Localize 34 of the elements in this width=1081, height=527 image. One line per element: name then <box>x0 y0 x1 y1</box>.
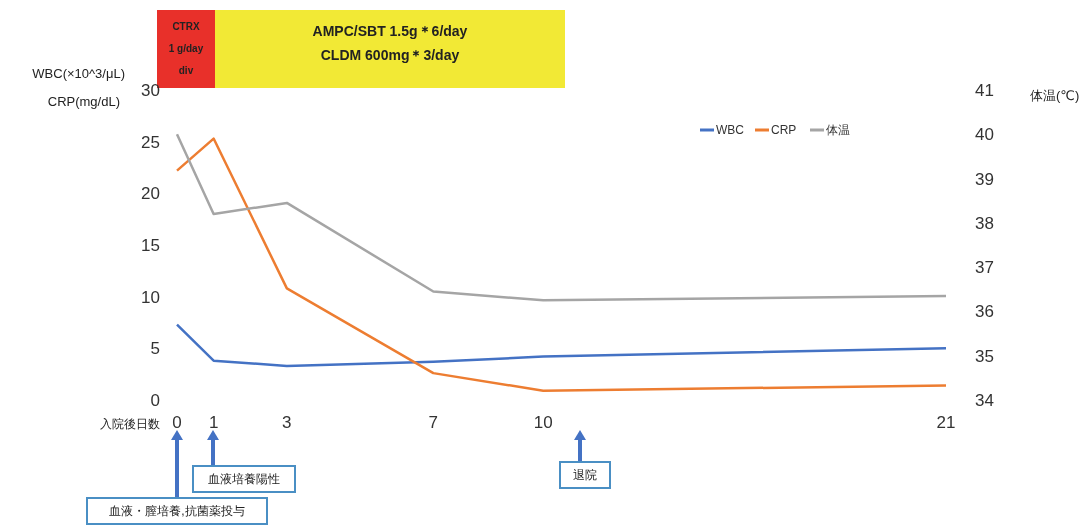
y-tick-label: 20 <box>141 184 160 204</box>
y2-tick-label: 38 <box>975 213 994 233</box>
legend-label: WBC <box>716 123 745 138</box>
line-series <box>175 323 948 368</box>
y-tick-label: 5 <box>150 339 160 359</box>
y2-tick-label: 39 <box>975 169 994 189</box>
y-tick-label: 25 <box>141 132 160 152</box>
y2-tick-label: 36 <box>975 302 994 322</box>
y2-tick-label: 37 <box>975 258 994 278</box>
x-tick-label: 7 <box>428 413 439 432</box>
x-tick-label: 21 <box>936 413 956 432</box>
text: CTRX 1 g/day div <box>168 21 204 76</box>
x-tick-label: 1 <box>208 413 219 432</box>
legend-label: CRP <box>771 123 797 138</box>
y2-axis-title: 体温(℃) <box>1030 88 1080 103</box>
legend-label: 体温 <box>826 123 850 138</box>
y2-tick-label: 40 <box>975 125 994 145</box>
x-tick-label: 10 <box>533 413 553 432</box>
y-tick-label: 15 <box>141 235 160 255</box>
x-tick-label: 3 <box>282 413 292 432</box>
y-tick-label: 10 <box>141 287 160 307</box>
y2-tick-label: 35 <box>975 346 994 366</box>
y2-tick-label: 34 <box>975 390 994 410</box>
y-axis-title: WBC(×10^3/μL) CRP(mg/dL) <box>32 66 125 109</box>
y-tick-label: 0 <box>150 390 160 410</box>
x-axis-title: 入院後日数 <box>100 417 160 431</box>
text: AMPC/SBT 1.5g＊6/day CLDM 600mg＊3/day <box>312 23 468 63</box>
text: 血液・膣培養,抗菌薬投与 <box>109 504 245 519</box>
text: 血液培養陽性 <box>208 472 280 487</box>
y-tick-label: 30 <box>141 80 160 100</box>
y2-tick-label: 41 <box>975 80 994 100</box>
x-tick-label: 0 <box>172 413 182 432</box>
line-series <box>175 137 948 392</box>
text: 退院 <box>573 468 597 483</box>
